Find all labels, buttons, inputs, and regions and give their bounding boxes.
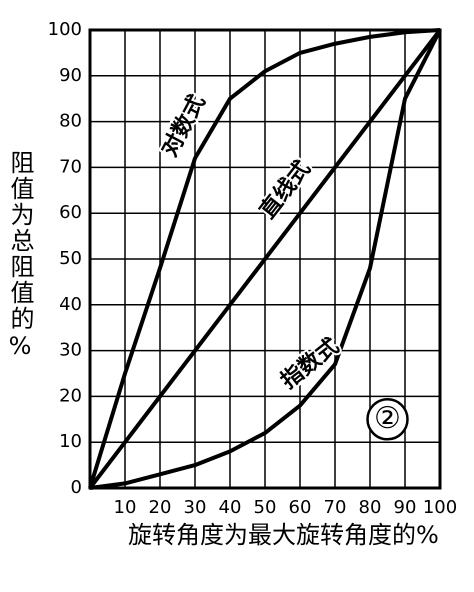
y-tick-label: 30 — [59, 340, 82, 361]
y-tick-label: 0 — [71, 477, 82, 498]
line-series — [88, 28, 441, 489]
y-tick-label: 80 — [59, 111, 82, 132]
line-series — [88, 28, 442, 490]
y-tick-label: 90 — [59, 65, 82, 86]
y-tick-label: 50 — [59, 248, 82, 269]
x-axis-label: 旋转角度为最大旋转角度的% — [128, 521, 439, 549]
series-label: 对数式 — [157, 90, 211, 160]
y-tick-label: 40 — [59, 294, 82, 315]
plot-frame — [88, 28, 442, 490]
x-tick-label: 10 — [114, 497, 137, 518]
y-tick-label: 60 — [59, 202, 82, 223]
y-axis-label: 阻值为总阻值的% — [6, 150, 34, 362]
x-tick-label: 20 — [149, 497, 172, 518]
x-tick-label: 80 — [359, 497, 382, 518]
y-tick-label: 20 — [59, 385, 82, 406]
annotation-circle — [366, 398, 409, 441]
x-tick-label: 70 — [324, 497, 347, 518]
x-tick-label: 30 — [184, 497, 207, 518]
x-tick-label: 100 — [423, 497, 457, 518]
annotation: ② — [374, 401, 401, 436]
y-tick-label: 70 — [59, 156, 82, 177]
x-tick-label: 90 — [394, 497, 417, 518]
y-tick-label: 10 — [59, 431, 82, 452]
line-series — [89, 29, 442, 490]
x-tick-label: 40 — [219, 497, 242, 518]
x-tick-label: 50 — [254, 497, 277, 518]
x-tick-label: 60 — [289, 497, 312, 518]
y-tick-label: 100 — [48, 19, 82, 40]
